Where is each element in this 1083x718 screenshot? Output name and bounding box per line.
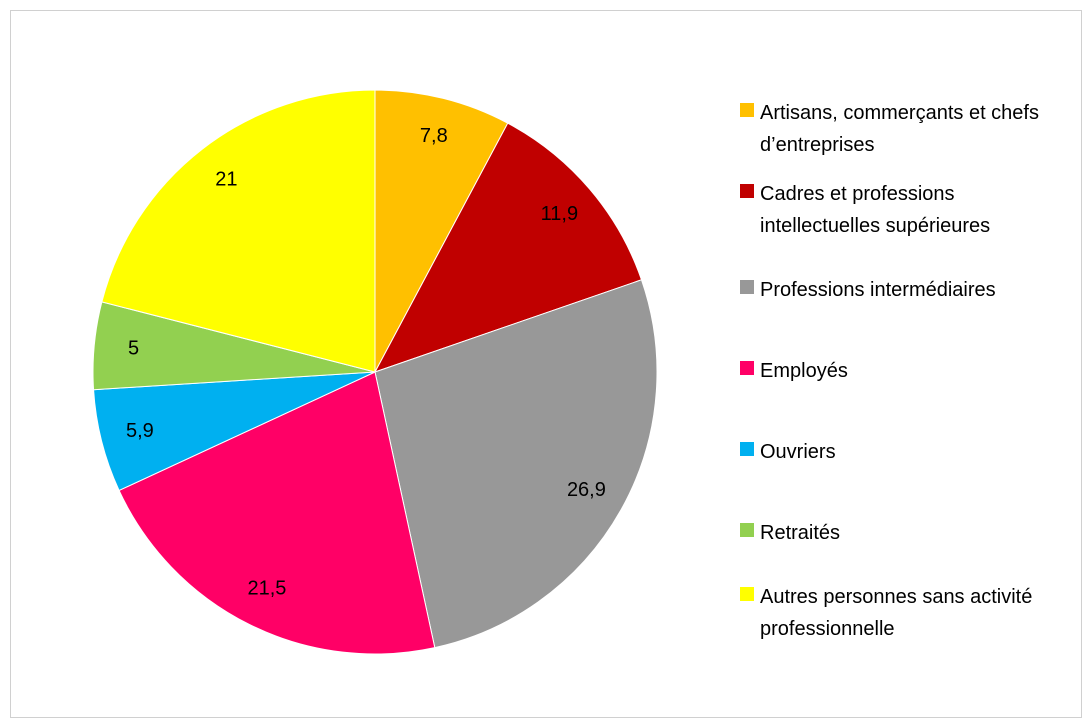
legend-entry: Cadres et professions intellectuelles su…: [740, 178, 1055, 242]
legend-entry: Autres personnes sans activité professio…: [740, 581, 1055, 645]
legend-entry: Ouvriers: [740, 436, 1055, 468]
legend-entry: Professions intermédiaires: [740, 274, 1055, 306]
legend-swatch: [740, 361, 754, 376]
data-label: 26,9: [567, 479, 606, 501]
pie-slice: [374, 279, 658, 649]
legend-swatch: [740, 441, 754, 456]
legend-swatch: [740, 103, 754, 117]
legend-label: Ouvriers: [760, 440, 836, 463]
legend-swatch: [740, 280, 754, 295]
pie-slice: [373, 122, 643, 373]
legend-entry: Artisans, commerçants et chefs d’entrepr…: [740, 97, 1055, 161]
legend-label: Employés: [760, 360, 848, 383]
data-label: 11,9: [541, 203, 578, 225]
data-label: 21: [215, 169, 237, 191]
legend-entry: Employés: [740, 355, 1055, 387]
pie-slice: [374, 89, 509, 373]
legend-swatch: [740, 183, 754, 198]
legend-label: Artisans, commerçants et chefs d’entrepr…: [760, 102, 1039, 156]
data-label: 7,8: [420, 125, 448, 147]
legend-swatch: [740, 522, 754, 537]
legend-label: Cadres et professions intellectuelles su…: [760, 182, 991, 237]
legend-label: Professions intermédiaires: [760, 279, 996, 302]
pie-slice: [118, 371, 436, 655]
legend-label: Autres personnes sans activité professio…: [760, 586, 1033, 641]
data-label: 5: [128, 337, 139, 359]
pie-slice: [101, 89, 376, 373]
legend-entry: Retraités: [740, 517, 1055, 549]
legend-swatch: [740, 587, 754, 602]
legend-label: Retraités: [760, 521, 841, 544]
data-label: 5,9: [126, 420, 154, 442]
data-label: 21,5: [247, 577, 286, 599]
